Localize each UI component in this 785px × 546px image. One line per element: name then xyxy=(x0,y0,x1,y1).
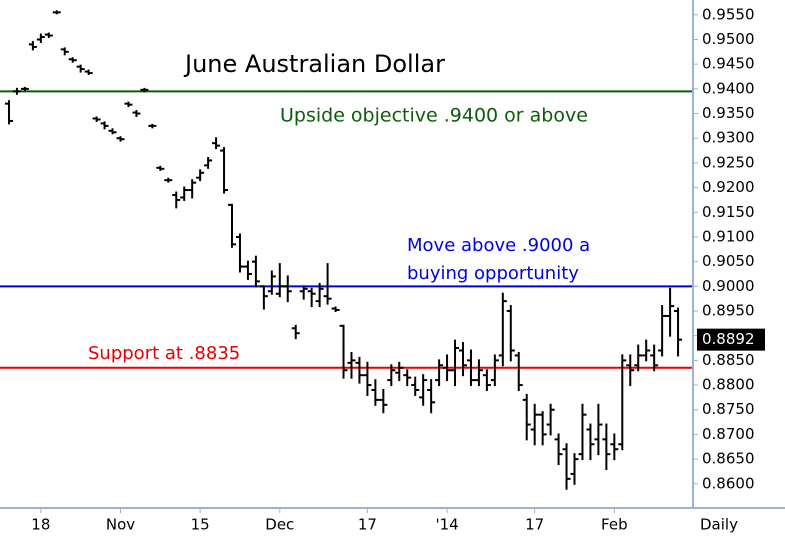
y-tick-label: 0.9400 xyxy=(702,79,755,97)
x-tick-label: Feb xyxy=(601,516,628,534)
y-tick-label: 0.9050 xyxy=(702,252,755,270)
last-price-label: 0.8892 xyxy=(702,330,755,348)
last-price-box xyxy=(697,328,765,351)
y-tick-label: 0.9150 xyxy=(702,203,755,221)
annotation: Move above .9000 a xyxy=(407,235,590,256)
x-tick-label: 17 xyxy=(358,516,377,534)
x-tick-label: 15 xyxy=(191,516,210,534)
x-tick-label: 17 xyxy=(525,516,544,534)
y-tick-label: 0.8850 xyxy=(702,351,755,369)
y-tick-label: 0.9550 xyxy=(702,5,755,23)
x-tick-label: Nov xyxy=(106,516,135,534)
y-tick-label: 0.8600 xyxy=(702,474,755,492)
y-tick-label: 0.8650 xyxy=(702,450,755,468)
y-tick-label: 0.9000 xyxy=(702,277,755,295)
chart-title: June Australian Dollar xyxy=(183,50,445,78)
y-tick-label: 0.9100 xyxy=(702,227,755,245)
annotation: Upside objective .9400 or above xyxy=(280,105,588,127)
y-tick-label: 0.8950 xyxy=(702,302,755,320)
y-tick-label: 0.8750 xyxy=(702,400,755,418)
x-tick-label: 18 xyxy=(31,516,50,534)
y-tick-label: 0.9250 xyxy=(702,153,755,171)
x-tick-label: Dec xyxy=(265,516,294,534)
y-tick-label: 0.9350 xyxy=(702,104,755,122)
y-tick-label: 0.9500 xyxy=(702,30,755,48)
y-tick-label: 0.8800 xyxy=(702,376,755,394)
y-tick-label: 0.8700 xyxy=(702,425,755,443)
x-tick-label: '14 xyxy=(435,516,458,534)
y-tick-label: 0.9300 xyxy=(702,129,755,147)
y-tick-label: 0.9450 xyxy=(702,55,755,73)
y-tick-label: 0.9200 xyxy=(702,178,755,196)
x-axis-label: Daily xyxy=(700,516,738,534)
annotation: Support at .8835 xyxy=(88,343,240,364)
annotation: buying opportunity xyxy=(407,263,579,284)
